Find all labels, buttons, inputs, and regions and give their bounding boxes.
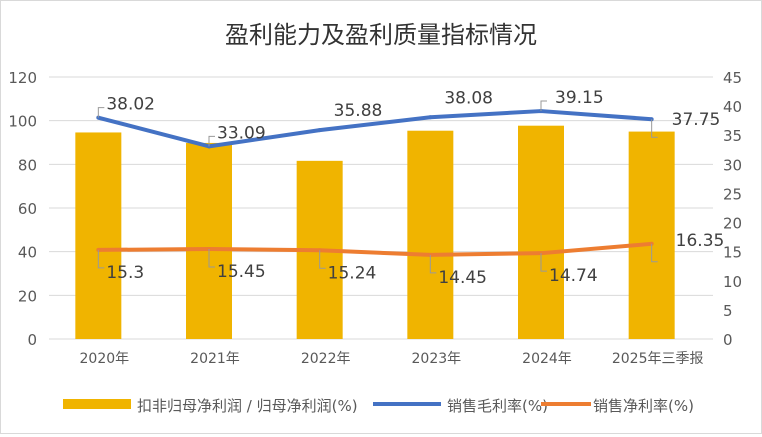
right-tick-label: 25 xyxy=(723,185,742,203)
data-label: 33.09 xyxy=(217,123,266,143)
leader-line xyxy=(651,119,658,138)
left-tick-label: 120 xyxy=(8,69,37,87)
right-tick-label: 20 xyxy=(723,215,742,233)
left-tick-label: 20 xyxy=(18,287,37,305)
left-tick-label: 0 xyxy=(27,331,37,349)
legend-label: 销售毛利率(%) xyxy=(447,397,548,415)
line-point xyxy=(317,128,322,133)
leader-line xyxy=(429,254,437,274)
x-tick-label: 2023年 xyxy=(412,351,462,367)
right-tick-label: 45 xyxy=(723,69,742,87)
left-tick-label: 80 xyxy=(18,156,37,174)
x-tick-label: 2021年 xyxy=(190,351,240,367)
data-label: 37.75 xyxy=(672,110,721,130)
leader-line xyxy=(540,100,547,112)
data-label: 39.15 xyxy=(555,88,604,108)
data-label: 16.35 xyxy=(676,231,725,251)
data-label: 15.3 xyxy=(106,263,144,283)
chart-title: 盈利能力及盈利质量指标情况 xyxy=(225,21,537,49)
x-tick-label: 2024年 xyxy=(522,351,572,367)
x-tick-label: 2022年 xyxy=(301,351,351,367)
bar xyxy=(407,130,454,339)
leader-line xyxy=(540,253,547,272)
line-series-2 xyxy=(98,241,652,257)
line-point xyxy=(428,115,433,120)
data-label: 35.88 xyxy=(334,101,383,121)
left-tick-label: 100 xyxy=(8,113,37,131)
leader-line xyxy=(208,249,215,268)
leader-line xyxy=(97,107,105,118)
data-label: 15.24 xyxy=(328,263,377,283)
bar xyxy=(186,142,232,339)
right-tick-label: 5 xyxy=(723,302,733,320)
bar xyxy=(628,131,675,339)
bar xyxy=(518,125,564,340)
right-tick-label: 0 xyxy=(723,331,733,349)
left-tick-label: 40 xyxy=(18,244,37,262)
right-tick-label: 40 xyxy=(723,98,742,116)
leader-line xyxy=(319,250,326,269)
data-label: 14.74 xyxy=(549,266,598,286)
data-label: 15.45 xyxy=(217,262,266,282)
right-tick-label: 10 xyxy=(723,273,742,291)
leader-line xyxy=(651,243,658,263)
legend-label: 扣非归母净利润 / 归母净利润(%) xyxy=(137,397,358,415)
x-tick-label: 2020年 xyxy=(80,351,130,367)
right-tick-label: 30 xyxy=(723,156,742,174)
bar xyxy=(75,132,122,339)
line-series-1 xyxy=(97,109,652,149)
right-tick-label: 15 xyxy=(723,244,742,262)
x-tick-label: 2025年三季报 xyxy=(612,351,704,367)
legend-label: 销售净利率(%) xyxy=(593,397,694,415)
data-label: 38.02 xyxy=(106,95,155,115)
data-label: 38.08 xyxy=(444,88,493,108)
legend-swatch-bar xyxy=(63,399,131,409)
data-label: 14.45 xyxy=(438,268,487,288)
left-tick-label: 60 xyxy=(18,200,37,218)
right-tick-label: 35 xyxy=(723,127,742,145)
leader-line xyxy=(97,249,105,269)
leader-line xyxy=(208,135,215,147)
